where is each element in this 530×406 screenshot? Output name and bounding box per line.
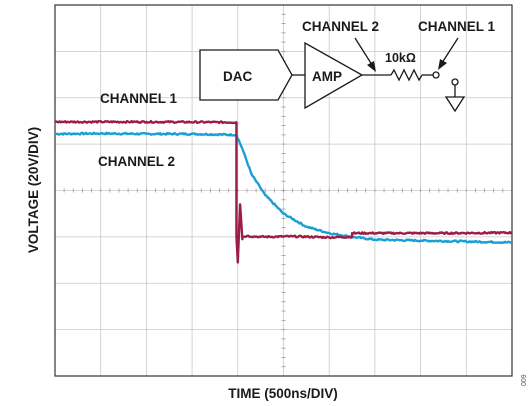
channel-2-probe-arrowhead (367, 61, 376, 72)
traces (54, 119, 513, 264)
ground-node (451, 78, 459, 86)
figure-number: 009 (521, 374, 528, 386)
channel-1-trace (54, 119, 513, 264)
plot-frame (54, 4, 513, 377)
channel-1-probe-arrowhead (438, 59, 447, 70)
channel-2-probe-label: CHANNEL 2 (302, 19, 379, 34)
channel-1-trace-label: CHANNEL 1 (100, 91, 178, 106)
dac-label: DAC (223, 69, 252, 84)
y-axis-label: VOLTAGE (20V/DIV) (26, 127, 41, 253)
inset-schematic: DAC AMP 10kΩ CHANNEL 2 CHANNEL 1 (199, 19, 496, 113)
dac-block (199, 49, 293, 101)
resistor-symbol (390, 68, 423, 82)
amp-label: AMP (312, 69, 342, 84)
amp-triangle (304, 41, 364, 110)
channel-2-trace (54, 131, 513, 245)
resistor-value-label: 10kΩ (385, 51, 416, 65)
channel-1-probe-label: CHANNEL 1 (418, 19, 496, 34)
x-axis-label: TIME (500ns/DIV) (228, 386, 338, 401)
output-node (432, 71, 440, 79)
ground-symbol (444, 96, 466, 113)
channel-2-trace-label: CHANNEL 2 (98, 154, 175, 169)
